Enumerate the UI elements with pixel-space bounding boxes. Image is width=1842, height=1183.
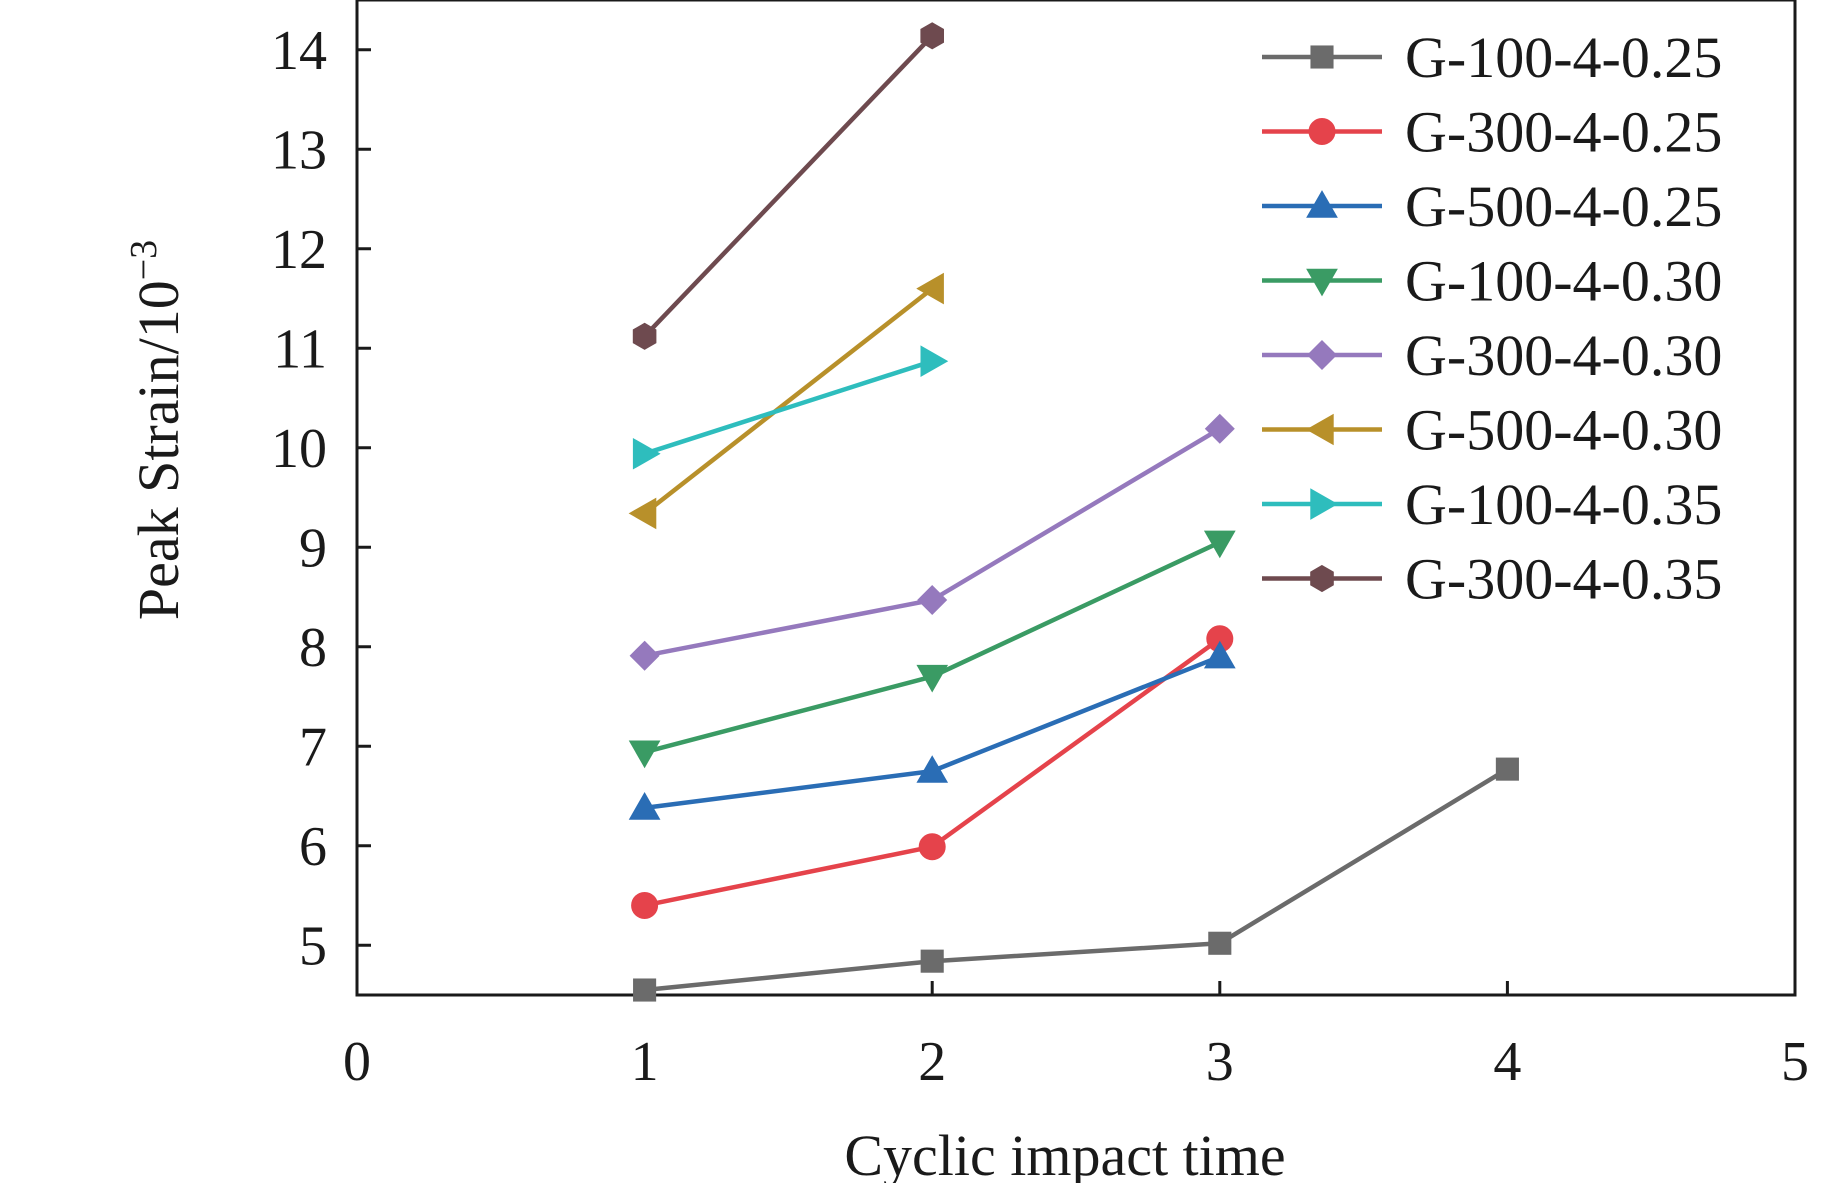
data-point <box>917 584 948 616</box>
data-point <box>1203 640 1236 669</box>
y-tick-label: 5 <box>299 915 327 977</box>
legend-marker <box>1310 45 1334 69</box>
legend-label: G-500-4-0.25 <box>1405 174 1722 239</box>
legend-entry: G-300-4-0.25 <box>1262 100 1722 165</box>
legend-label: G-500-4-0.30 <box>1405 398 1722 463</box>
y-tick-label: 6 <box>299 816 327 878</box>
legend-marker <box>1306 268 1338 297</box>
legend-marker <box>1310 564 1334 593</box>
y-tick-label: 7 <box>299 716 327 778</box>
y-tick-label: 10 <box>271 418 327 480</box>
data-point <box>633 978 657 1002</box>
legend-entry: G-100-4-0.35 <box>1262 472 1722 537</box>
x-tick-label: 2 <box>918 1031 946 1093</box>
x-tick-label: 1 <box>631 1031 659 1093</box>
data-point <box>629 640 660 671</box>
data-point <box>628 740 661 769</box>
series-G-500-4-0.25 <box>628 640 1236 820</box>
series-layer <box>628 22 1519 1002</box>
legend-entry: G-500-4-0.25 <box>1262 174 1722 239</box>
legend-marker <box>1310 488 1339 520</box>
y-axis-title-base: Peak Strain/10 <box>126 280 191 620</box>
x-tick-label: 5 <box>1781 1031 1809 1093</box>
series-line <box>644 540 1221 755</box>
data-point <box>916 664 949 693</box>
y-axis: 5 6 7 8 9 10 11 12 13 14 <box>271 20 371 977</box>
data-point <box>628 497 657 530</box>
legend-entry: G-100-4-0.25 <box>1262 25 1722 90</box>
legend-marker <box>1306 190 1338 218</box>
series-line <box>643 359 933 456</box>
legend-label: G-100-4-0.30 <box>1405 249 1722 314</box>
data-point <box>920 345 949 377</box>
data-point <box>920 949 944 973</box>
series-G-300-4-0.35 <box>632 22 944 350</box>
y-tick-label: 14 <box>271 20 327 82</box>
plot-area-border <box>355 0 1797 997</box>
data-point <box>916 755 949 783</box>
series-G-100-4-0.25 <box>633 757 1519 1002</box>
y-tick-label: 9 <box>299 517 327 579</box>
series-G-500-4-0.30 <box>628 272 944 530</box>
legend-label: G-100-4-0.35 <box>1405 472 1722 537</box>
legend-label: G-300-4-0.25 <box>1405 100 1722 165</box>
data-point <box>1203 530 1236 559</box>
data-point <box>632 437 661 470</box>
series-line <box>642 34 934 338</box>
data-point <box>918 833 946 861</box>
series-G-300-4-0.30 <box>629 413 1235 671</box>
data-point <box>631 891 659 919</box>
series-G-100-4-0.30 <box>628 530 1236 769</box>
y-tick-label: 13 <box>271 119 327 181</box>
legend-marker <box>1306 339 1338 371</box>
data-point <box>916 272 944 305</box>
x-axis: 0 1 2 3 4 5 <box>343 981 1809 1093</box>
data-point <box>1495 757 1519 781</box>
data-point <box>920 22 944 50</box>
x-tick-label: 4 <box>1493 1031 1521 1093</box>
series-line <box>644 767 1509 993</box>
series-G-100-4-0.35 <box>632 345 949 470</box>
x-tick-label: 0 <box>343 1031 371 1093</box>
legend-marker <box>1305 413 1334 446</box>
x-tick-label: 3 <box>1206 1031 1234 1093</box>
legend-entry: G-300-4-0.30 <box>1262 323 1722 388</box>
series-line <box>644 426 1221 658</box>
legend-entry: G-500-4-0.30 <box>1262 398 1722 463</box>
y-axis-title-exponent: −3 <box>123 240 165 280</box>
series-G-300-4-0.25 <box>631 625 1234 919</box>
legend-label: G-100-4-0.25 <box>1405 25 1722 90</box>
data-point <box>1204 413 1235 444</box>
data-point <box>1208 931 1232 955</box>
legend-label: G-300-4-0.30 <box>1405 323 1722 388</box>
y-tick-label: 8 <box>299 617 327 679</box>
series-line <box>643 286 934 516</box>
y-tick-label: 11 <box>273 318 327 380</box>
data-point <box>628 791 661 820</box>
legend-entry: G-100-4-0.30 <box>1262 249 1722 314</box>
data-point <box>632 322 657 350</box>
legend-marker <box>1308 118 1336 145</box>
y-axis-title: Peak Strain/10−3 <box>123 240 191 620</box>
legend: G-100-4-0.25 G-300-4-0.25 G-500-4-0.25 G-10… <box>1262 25 1722 612</box>
x-axis-title: Cyclic impact time <box>844 1123 1285 1183</box>
y-tick-label: 12 <box>271 219 327 281</box>
legend-label: G-300-4-0.35 <box>1405 547 1722 612</box>
legend-entry: G-300-4-0.35 <box>1262 547 1722 612</box>
plot-frame <box>355 0 1797 997</box>
